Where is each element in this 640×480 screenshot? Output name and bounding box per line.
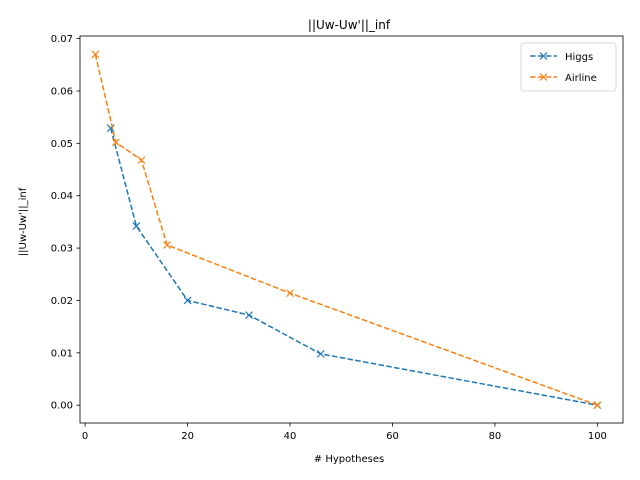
y-tick-label: 0.04 [51, 191, 73, 202]
y-tick-label: 0.06 [51, 86, 73, 97]
data-point-airline [137, 156, 146, 165]
chart-title: ||Uw-Uw'||_inf [308, 18, 391, 32]
y-tick-label: 0.03 [51, 244, 73, 255]
data-point-airline [163, 241, 172, 249]
legend: Higgs Airline [520, 42, 617, 92]
x-tick-label: 60 [386, 431, 399, 442]
y-tick-label: 0.07 [51, 34, 73, 45]
data-point-airline [111, 138, 120, 147]
series-line-higgs [110, 127, 598, 406]
y-axis: 0.00 0.01 0.02 0.03 0.04 0.05 0.06 0.07 [51, 34, 80, 412]
legend-label-higgs: Higgs [565, 52, 593, 63]
x-tick-label: 20 [181, 431, 194, 442]
legend-marker-higgs [539, 52, 548, 60]
y-tick-label: 0.01 [51, 348, 73, 359]
x-tick-label: 100 [588, 431, 607, 442]
data-point-airline [286, 289, 294, 298]
data-point-higgs [132, 222, 141, 231]
plot-area [79, 35, 624, 424]
data-point-airline [593, 401, 602, 410]
x-axis: 0 20 40 60 80 100 [82, 423, 607, 442]
x-axis-label: # Hypotheses [314, 454, 384, 465]
x-tick-label: 80 [489, 431, 502, 442]
series-line-airline [94, 54, 598, 406]
data-point-higgs [245, 311, 253, 320]
y-tick-label: 0.00 [51, 401, 73, 412]
y-tick-label: 0.05 [51, 139, 73, 150]
x-tick-label: 0 [82, 431, 88, 442]
y-tick-label: 0.02 [51, 296, 73, 307]
y-axis-label: ||Uw-Uw'||_inf [18, 187, 29, 256]
legend-marker-airline [539, 73, 548, 81]
data-point-higgs [316, 349, 325, 358]
data-point-higgs [183, 296, 192, 305]
data-point-airline [91, 50, 100, 59]
legend-label-airline: Airline [565, 73, 597, 84]
x-tick-label: 40 [284, 431, 297, 442]
data-point-higgs [106, 124, 115, 133]
plot-frame [79, 35, 624, 424]
